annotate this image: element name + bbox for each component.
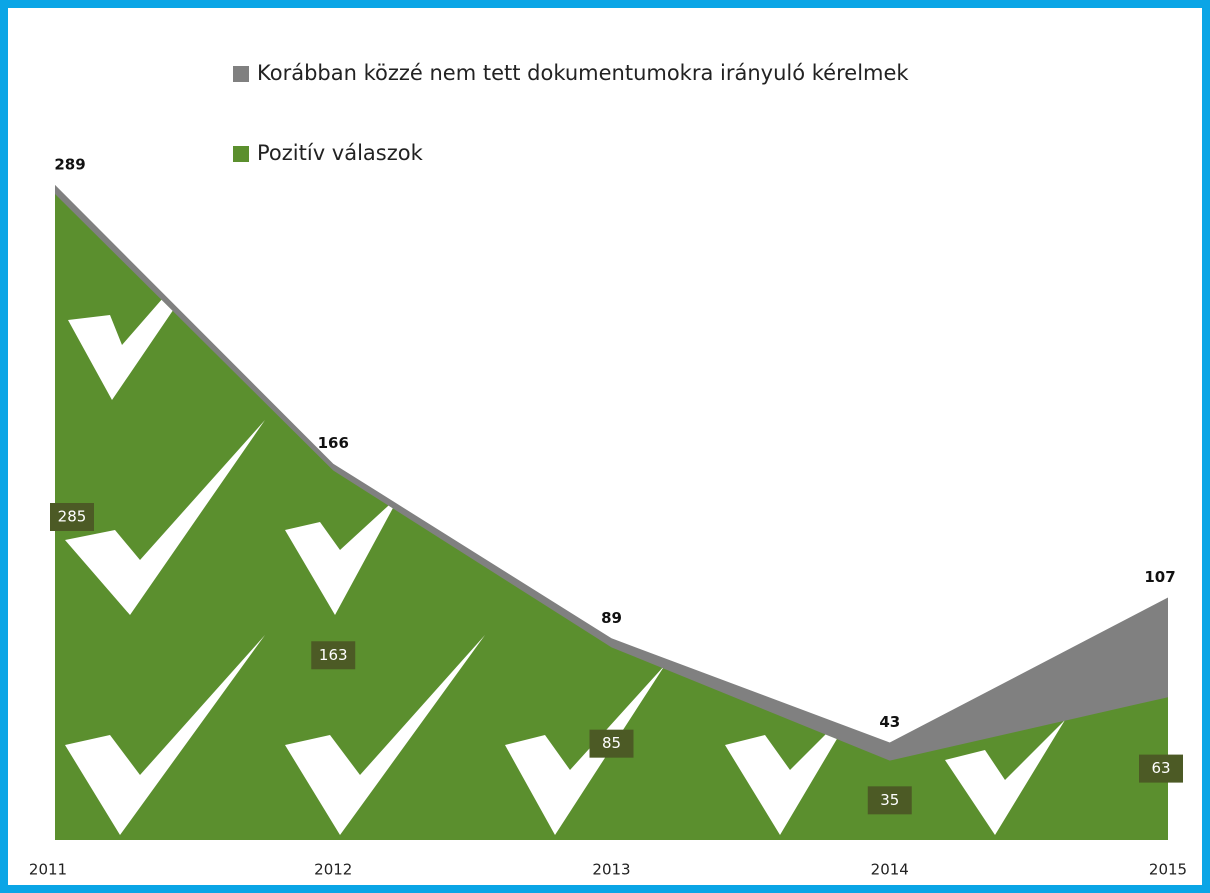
data-label: 166 [318, 434, 349, 452]
data-label: 43 [879, 713, 900, 731]
data-label-box [589, 729, 634, 758]
data-label: 35 [880, 791, 899, 809]
area [55, 194, 1168, 840]
legend-label: Korábban közzé nem tett dokumentumokra i… [257, 61, 909, 85]
x-tick-label: 2011 [29, 861, 67, 879]
data-label-box [311, 641, 356, 670]
data-label: 163 [319, 646, 348, 664]
data-label: 289 [54, 155, 85, 173]
legend-swatch [233, 146, 249, 162]
x-tick-label: 2012 [314, 861, 352, 879]
data-label: 107 [1144, 568, 1175, 586]
data-label: 89 [601, 609, 622, 627]
data-label-box [50, 503, 94, 531]
x-tick-label: 2015 [1149, 861, 1187, 879]
legend-swatch [233, 66, 249, 82]
data-label-box [867, 786, 912, 815]
legend-label: Pozitív válaszok [257, 141, 424, 165]
x-tick-label: 2014 [871, 861, 909, 879]
data-label-box [1139, 754, 1183, 783]
x-tick-label: 2013 [592, 861, 630, 879]
data-label: 85 [602, 734, 621, 752]
data-label: 63 [1151, 759, 1170, 777]
data-label: 285 [58, 508, 87, 526]
